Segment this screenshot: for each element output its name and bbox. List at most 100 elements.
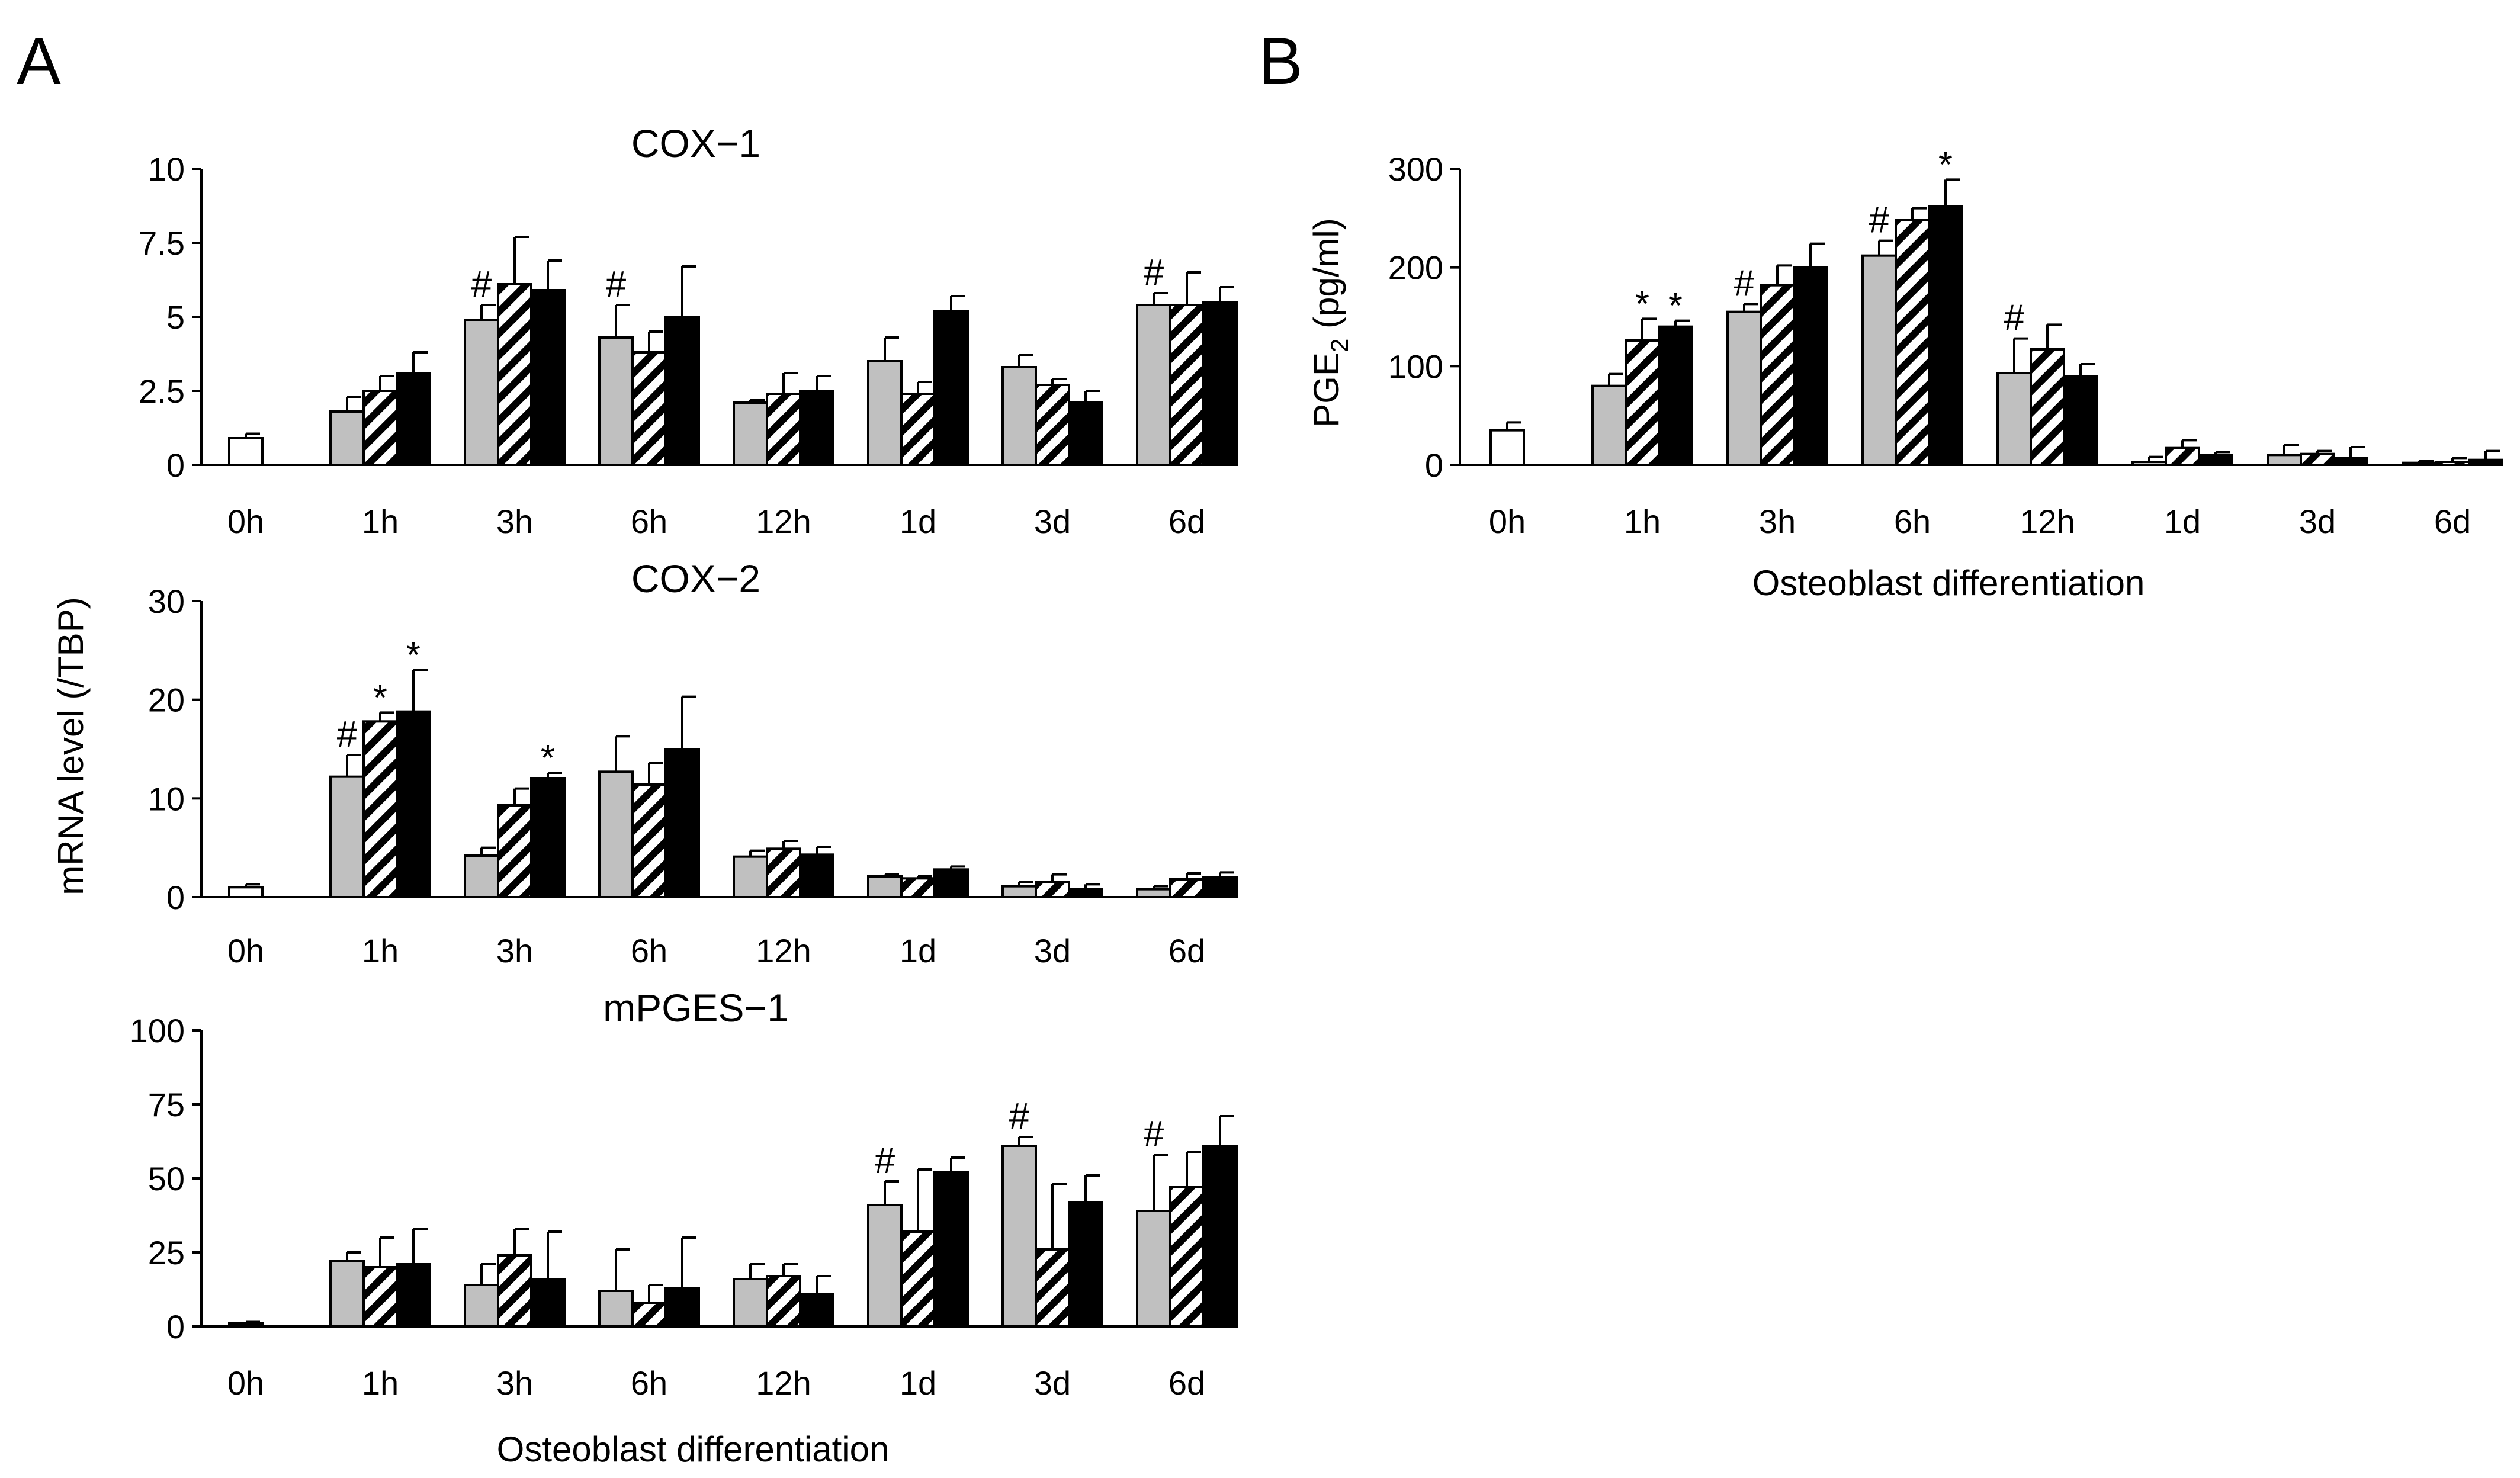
chart-cox2: COX−2 0 10 20 30 0h 1h 3h 6h 12h 1d 3d 6d # * * * <box>148 557 1238 969</box>
cox2-significance-mark: * <box>541 738 555 779</box>
mpges1-bar-hatched-12h <box>766 1275 801 1328</box>
cox1-bar-gray-1d <box>867 360 903 466</box>
cox2-bar-black-6d <box>1202 876 1238 898</box>
pge2-category-label-6h: 6h <box>1894 503 1931 540</box>
cox1-bar-hatched-1h <box>362 390 398 466</box>
pge2-bar-black-6d <box>2468 458 2503 467</box>
mpges1-category-label-3d: 3d <box>1034 1364 1071 1402</box>
cox2-category-label-3h: 3h <box>496 932 533 969</box>
pge2-category-label-3d: 3d <box>2299 503 2336 540</box>
cox2-bar-gray-6h <box>598 770 634 899</box>
panel-label-b: B <box>1259 24 1303 98</box>
pge2-bar-hatched-1h <box>1625 339 1660 466</box>
pge2-bar-gray-6h <box>1861 254 1897 466</box>
mpges1-y-tick-label: 25 <box>148 1234 185 1271</box>
mpges1-category-label-12h: 12h <box>756 1364 811 1402</box>
pge2-category-label-0h: 0h <box>1489 503 1526 540</box>
pge2-bar-gray-12h <box>1996 372 2032 466</box>
mpges1-bar-hatched-6d <box>1169 1186 1205 1328</box>
cox1-bar-hatched-6d <box>1169 304 1205 466</box>
cox1-bar-black-3d <box>1068 401 1103 466</box>
y-axis-label-pge2-main: PGE <box>1306 352 1346 428</box>
cox2-y-tick-label: 30 <box>148 583 185 620</box>
cox2-bar-gray-6d <box>1136 888 1171 898</box>
mpges1-bar-hatched-3d <box>1035 1248 1070 1328</box>
cox1-bar-black-3h <box>530 289 566 466</box>
mpges1-bar-hatched-1h <box>362 1266 398 1328</box>
y-axis-label-mrna: mRNA level (/TBP) <box>51 597 91 895</box>
pge2-significance-mark: # <box>1734 263 1755 304</box>
cox1-bar-gray-3h <box>464 319 499 466</box>
cox1-category-label-3h: 3h <box>496 503 533 540</box>
mpges1-bar-gray-1h <box>329 1260 365 1328</box>
cox1-bar-gray-6h <box>598 336 634 466</box>
cox2-category-label-3d: 3d <box>1034 932 1071 969</box>
mpges1-bar-black-1h <box>396 1263 431 1328</box>
cox2-bar-gray-1h <box>329 775 365 898</box>
mpges1-category-label-1d: 1d <box>900 1364 936 1402</box>
cox1-bar-gray-12h <box>733 401 768 466</box>
pge2-significance-mark: # <box>1869 200 1890 241</box>
cox2-category-label-0h: 0h <box>227 932 264 969</box>
pge2-significance-mark: # <box>2004 298 2025 339</box>
cox2-bar-hatched-1d <box>900 877 936 899</box>
pge2-y-tick-label: 200 <box>1388 249 1443 287</box>
x-axis-label-panel-b: Osteoblast differentiation <box>1752 563 2145 603</box>
pge2-bar-black-3d <box>2333 457 2368 466</box>
cox2-category-label-1h: 1h <box>362 932 399 969</box>
cox2-significance-mark: # <box>337 714 358 755</box>
mpges1-y-tick-label: 100 <box>130 1012 185 1049</box>
cox1-category-label-12h: 12h <box>756 503 811 540</box>
cox2-bar-control-0h <box>228 886 264 899</box>
cox1-category-label-1d: 1d <box>900 503 936 540</box>
cox1-y-tick-label: 2.5 <box>139 372 185 410</box>
x-axis-label-panel-a: Osteoblast differentiation <box>497 1429 890 1469</box>
cox1-category-label-6d: 6d <box>1168 503 1205 540</box>
mpges1-bar-black-1d <box>933 1171 969 1328</box>
cox1-category-label-6h: 6h <box>631 503 667 540</box>
mpges1-bar-black-3h <box>530 1278 566 1328</box>
cox1-category-label-3d: 3d <box>1034 503 1071 540</box>
mpges1-bar-gray-6d <box>1136 1210 1171 1328</box>
pge2-bar-gray-1d <box>2131 461 2167 466</box>
mpges1-bar-black-6h <box>664 1287 700 1328</box>
cox1-y-tick-label: 0 <box>166 446 185 484</box>
cox1-bar-gray-6d <box>1136 304 1171 466</box>
pge2-bar-black-6h <box>1928 205 1963 466</box>
mpges1-bar-hatched-6h <box>631 1302 667 1328</box>
cox2-bar-gray-12h <box>733 855 768 898</box>
cox2-y-tick-label: 10 <box>148 780 185 817</box>
chart-mpges1: mPGES−1 0 25 50 75 100 0h 1h 3h 6h 12h 1d 3d 6d # # # <box>130 986 1238 1402</box>
pge2-bar-gray-3h <box>1726 310 1762 467</box>
y-axis-label-pge2-unit: (pg/ml) <box>1306 218 1346 338</box>
cox2-bar-hatched-1h <box>362 720 398 899</box>
pge2-bar-black-12h <box>2063 375 2098 466</box>
mpges1-bar-black-6d <box>1202 1145 1238 1328</box>
cox1-bar-control-0h <box>228 437 264 466</box>
cox2-category-label-1d: 1d <box>900 932 936 969</box>
pge2-y-tick-label: 100 <box>1388 348 1443 385</box>
cox1-y-tick-label: 10 <box>148 150 185 188</box>
cox2-bar-hatched-3h <box>497 804 532 898</box>
cox2-bar-black-6h <box>664 748 700 898</box>
mpges1-category-label-1h: 1h <box>362 1364 399 1402</box>
cox2-bar-hatched-6d <box>1169 878 1205 898</box>
pge2-category-label-12h: 12h <box>2020 503 2075 540</box>
cox1-bar-gray-3d <box>1001 366 1037 466</box>
cox1-y-tick-label: 7.5 <box>139 224 185 262</box>
chart-cox1: COX−1 0 2.5 5 7.5 10 0h 1h 3h 6h 12h 1d 3d 6d # # # <box>139 121 1238 540</box>
y-axis-label-pge2: PGE2 (pg/ml) <box>1306 218 1353 427</box>
cox1-significance-mark: # <box>471 264 492 305</box>
pge2-bar-hatched-3d <box>2300 452 2335 467</box>
cox2-bar-gray-3d <box>1001 885 1037 898</box>
pge2-category-label-1h: 1h <box>1624 503 1661 540</box>
mpges1-bar-control-0h <box>228 1322 264 1328</box>
pge2-y-tick-label: 300 <box>1388 150 1443 188</box>
cox2-bar-gray-1d <box>867 875 903 898</box>
cox2-category-label-12h: 12h <box>756 932 811 969</box>
pge2-bar-hatched-1d <box>2165 446 2200 467</box>
mpges1-y-tick-label: 50 <box>148 1160 185 1197</box>
cox2-category-label-6d: 6d <box>1168 932 1205 969</box>
cox2-bar-black-3d <box>1068 888 1103 898</box>
